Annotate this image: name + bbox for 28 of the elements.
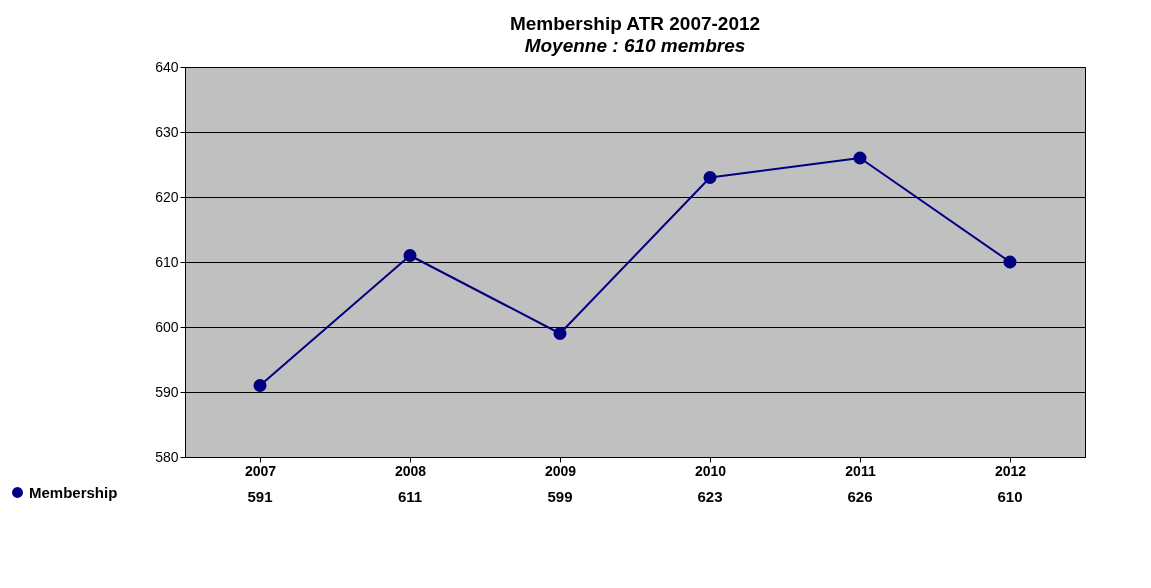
data-label: 599 xyxy=(547,488,573,505)
y-tick-label: 580 xyxy=(155,448,179,465)
y-tick-label: 600 xyxy=(155,318,179,335)
x-tick-label: 2008 xyxy=(394,462,427,479)
point xyxy=(1003,255,1017,269)
chart-title: Membership ATR 2007-2012 xyxy=(509,13,761,34)
data-label: 626 xyxy=(847,488,873,505)
data-label: 623 xyxy=(697,488,723,505)
y-tick-label: 610 xyxy=(155,253,179,270)
point xyxy=(703,170,717,185)
x-tick-label: 2010 xyxy=(694,462,727,479)
x-tick-label: 2007 xyxy=(244,462,277,479)
point xyxy=(253,378,267,393)
legend-label: Membership xyxy=(29,483,118,501)
point xyxy=(403,248,417,263)
point xyxy=(553,326,567,341)
y-tick-label: 590 xyxy=(155,383,179,400)
point xyxy=(853,151,867,165)
y-tick-label: 620 xyxy=(155,188,179,205)
data-label: 611 xyxy=(397,488,423,505)
y-tick-label: 630 xyxy=(155,123,179,140)
x-tick-label: 2011 xyxy=(845,462,876,479)
y-tick-label: 640 xyxy=(155,58,179,75)
x-tick-label: 2009 xyxy=(544,462,577,479)
data-label: 610 xyxy=(997,488,1023,505)
data-label: 591 xyxy=(247,488,273,505)
x-tick-label: 2012 xyxy=(994,462,1027,479)
chart-subtitle: Moyenne : 610 membres xyxy=(524,35,746,56)
